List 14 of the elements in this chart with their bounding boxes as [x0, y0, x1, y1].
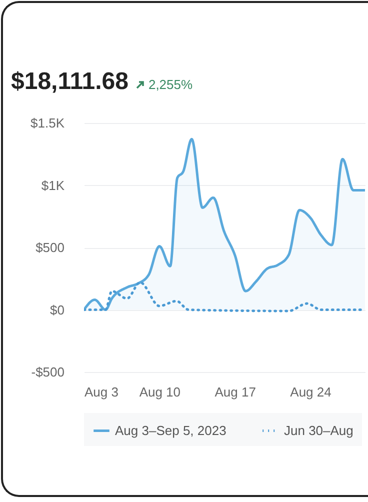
line-series	[84, 281, 365, 312]
legend-label: Jun 30–Aug	[284, 422, 354, 438]
y-tick-label: -$500	[31, 364, 64, 380]
y-tick-label: $1.5K	[30, 116, 65, 130]
legend-label: Aug 3–Sep 5, 2023	[115, 422, 226, 438]
y-tick-label: $0	[50, 302, 64, 318]
chart-title: $18,111.68	[11, 68, 128, 96]
text: 2,255%	[148, 77, 193, 92]
y-tick-label: $1K	[41, 178, 65, 193]
x-tick-label: Aug 24	[290, 384, 332, 400]
x-tick-label: Aug 10	[139, 384, 181, 400]
y-tick-label: $500	[36, 240, 64, 255]
x-tick-label: Aug 17	[214, 384, 256, 400]
x-tick-label: Aug 3	[84, 384, 118, 400]
